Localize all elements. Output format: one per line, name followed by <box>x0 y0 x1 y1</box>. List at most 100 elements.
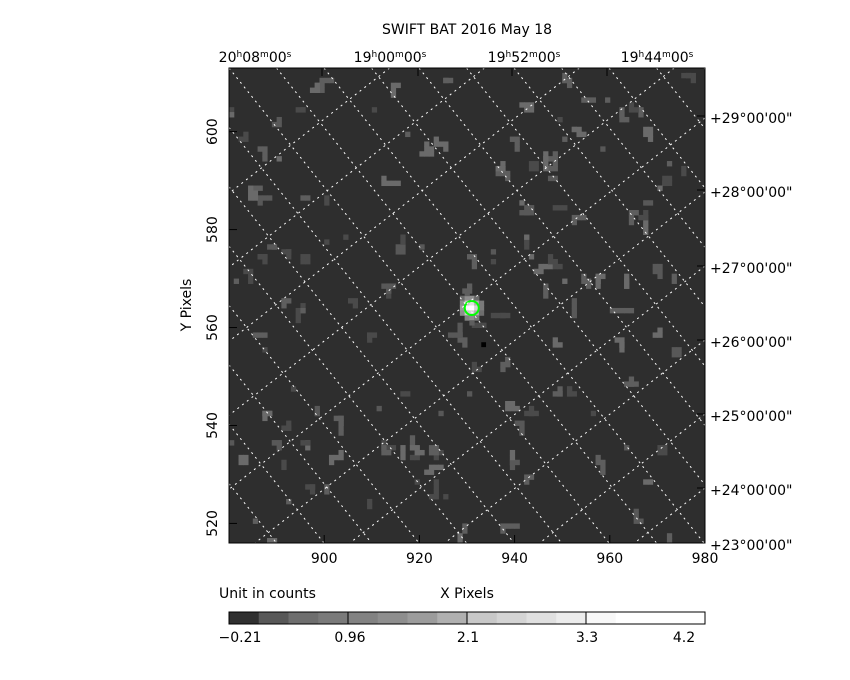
image-pixel <box>571 303 577 309</box>
image-pixel <box>633 210 639 216</box>
image-pixel <box>509 459 516 466</box>
colorbar-segment <box>586 612 617 624</box>
image-pixel <box>457 538 463 544</box>
ra-grid-line <box>371 67 706 486</box>
source-pixel <box>478 300 485 306</box>
image-pixel <box>319 77 325 84</box>
dec-grid-line <box>254 191 706 544</box>
image-pixel <box>248 185 254 191</box>
image-pixel <box>595 459 601 466</box>
image-pixel <box>424 146 430 152</box>
image-pixel <box>286 425 292 431</box>
image-pixel <box>262 347 268 353</box>
image-pixel <box>681 72 687 79</box>
image-pixel <box>671 352 677 358</box>
image-pixel <box>590 410 597 417</box>
image-pixel <box>471 258 478 265</box>
image-pixel <box>666 180 673 187</box>
image-pixel <box>243 136 249 142</box>
image-pixel <box>619 107 625 113</box>
source-pixel <box>478 310 485 316</box>
image-pixel <box>333 454 339 461</box>
image-pixel <box>547 263 554 270</box>
image-pixel <box>338 454 344 461</box>
dec-tick-label: +28°00'00" <box>710 185 792 201</box>
image-pixel <box>657 263 663 270</box>
image-pixel <box>547 175 554 182</box>
image-pixel <box>252 190 259 196</box>
dec-tick-label: +29°00'00" <box>710 111 792 127</box>
image-pixel <box>324 200 330 206</box>
image-pixel <box>281 249 287 255</box>
image-pixel <box>238 459 244 466</box>
image-pixel <box>395 244 401 250</box>
image-pixel <box>543 283 549 289</box>
x-tick-label: 940 <box>501 551 528 567</box>
image-pixel <box>647 479 654 485</box>
image-pixel <box>367 503 373 510</box>
image-pixel <box>438 141 444 147</box>
plot-frame <box>228 67 706 544</box>
source-pixel <box>469 305 475 311</box>
image-pixel <box>662 449 668 456</box>
image-pixel <box>367 498 373 505</box>
x-tick-label: 920 <box>406 551 433 567</box>
colorbar-label: Unit in counts <box>219 586 316 602</box>
image-pixel <box>462 523 468 529</box>
image-pixel <box>276 121 282 128</box>
image-pixel <box>462 342 468 348</box>
x-tick-label: 960 <box>596 551 623 567</box>
image-pixel <box>657 332 663 338</box>
image-pixel <box>638 107 644 113</box>
image-pixel <box>600 273 606 280</box>
image-pixel <box>524 210 530 216</box>
image-pixel <box>281 298 287 304</box>
image-pixel <box>543 263 549 270</box>
ra-grid-line <box>656 67 706 129</box>
image-pixel <box>433 136 439 142</box>
image-pixel <box>305 254 311 260</box>
image-pixel <box>586 278 592 284</box>
image-pixel <box>557 116 563 123</box>
image-pixel <box>543 293 549 299</box>
image-pixel <box>633 381 639 387</box>
image-pixel <box>524 410 530 417</box>
image-pixel <box>471 366 478 373</box>
dec-tick-label: +24°00'00" <box>710 483 792 499</box>
image-pixel <box>424 469 430 475</box>
colorbar-segment <box>288 612 319 624</box>
image-pixel <box>333 415 339 422</box>
image-pixel <box>495 312 501 319</box>
image-pixel <box>390 180 397 187</box>
image-pixel <box>624 445 630 451</box>
source-pixel <box>459 295 466 302</box>
image-pixel <box>309 87 316 93</box>
image-pixel <box>528 161 535 167</box>
image-pixel <box>647 131 654 138</box>
image-pixel <box>395 82 401 89</box>
colorbar-segment <box>467 612 498 624</box>
image-pixel <box>566 77 573 84</box>
image-pixel <box>243 268 249 275</box>
image-pixel <box>643 200 649 206</box>
image-pixel <box>390 445 397 451</box>
image-pixel <box>600 146 606 152</box>
image-pixel <box>367 332 373 338</box>
image-pixel <box>348 298 354 304</box>
image-pixel <box>619 337 625 343</box>
image-pixel <box>524 479 530 485</box>
image-pixel <box>571 126 577 133</box>
image-pixel <box>533 165 539 172</box>
image-pixel <box>538 263 544 270</box>
image-pixel <box>528 254 535 260</box>
image-pixel <box>547 258 554 265</box>
dec-grid-line <box>228 67 390 194</box>
image-pixel <box>524 205 530 211</box>
image-pixel <box>428 469 435 475</box>
image-pixel <box>495 165 501 172</box>
image-pixel <box>490 249 497 255</box>
y-tick-label: 560 <box>205 314 221 341</box>
image-pixel <box>538 268 544 275</box>
image-pixel <box>400 445 406 451</box>
image-pixel <box>419 244 425 250</box>
